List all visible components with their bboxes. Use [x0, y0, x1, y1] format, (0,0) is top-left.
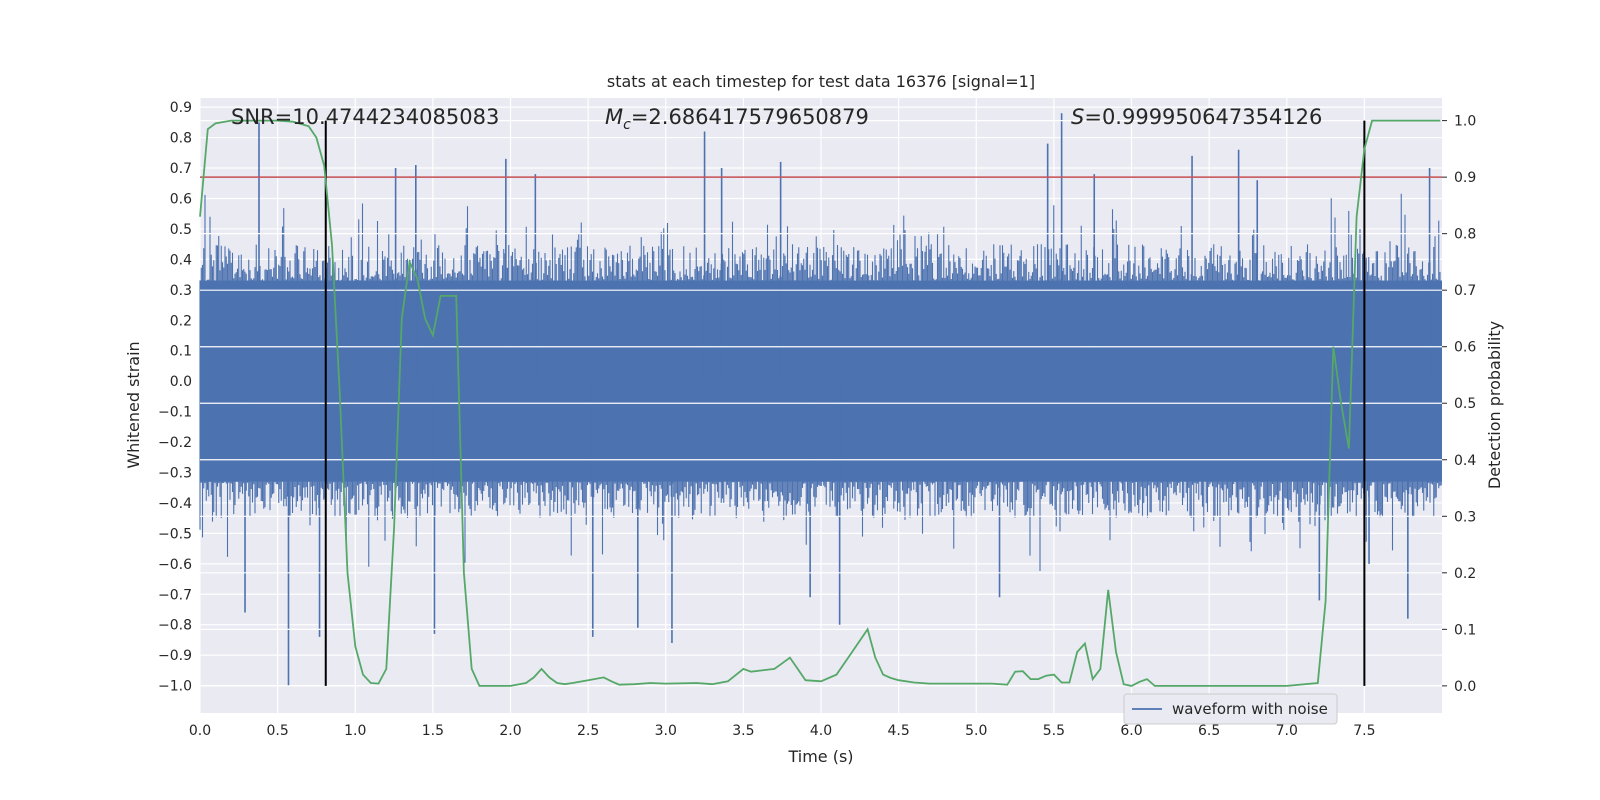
chirp-mass-annotation: Mc=2.686417579650879	[605, 105, 869, 133]
x-tick-label: 3.0	[655, 723, 677, 739]
waveform-noise	[199, 193, 1442, 571]
x-axis-ticks: 0.0 0.5 1.0 1.5 2.0 2.5 3.0 3.5 4.0 4.5 5.0 5.5 6.0 6…	[189, 723, 1376, 739]
probability-line	[199, 119, 1441, 687]
s-value: =0.999950647354126	[1084, 105, 1322, 129]
y-left-tick-label: 0.4	[170, 252, 192, 268]
x-tick-label: 6.0	[1120, 723, 1142, 739]
y-left-tick-label: 0.6	[170, 191, 192, 207]
y-left-tick-label: −0.3	[158, 465, 192, 481]
y-right-tick-label: 0.9	[1454, 170, 1476, 186]
s-symbol: S	[1071, 105, 1084, 129]
y-left-tick-label: 0.7	[170, 161, 192, 177]
x-tick-label: 3.5	[732, 723, 754, 739]
y-axis-left-ticks: 0.9 0.8 0.7 0.6 0.5 0.4 0.3 0.2 0.1 0.0 −0.1 −0.2 −0…	[158, 100, 192, 694]
x-tick-label: 0.5	[266, 723, 288, 739]
y-left-tick-label: −0.2	[158, 435, 192, 451]
legend-label: waveform with noise	[1172, 700, 1328, 718]
y-left-tick-label: −0.6	[158, 557, 192, 573]
y-left-tick-label: −0.4	[158, 496, 192, 512]
legend: waveform with noise	[1123, 693, 1338, 725]
chart-title: stats at each timestep for test data 163…	[607, 72, 1035, 91]
score-annotation: S=0.999950647354126	[1071, 105, 1322, 129]
y-left-tick-label: 0.2	[170, 313, 192, 329]
waveform-series	[199, 113, 1442, 686]
x-tick-label: 4.0	[810, 723, 832, 739]
y-right-tick-label: 0.3	[1454, 509, 1476, 525]
snr-annotation: SNR=10.4744234085083	[231, 105, 499, 129]
y-axis-right-ticks: 1.0 0.9 0.8 0.7 0.6 0.5 0.4 0.3 0.2 0.1 0.0	[1442, 114, 1476, 695]
y-left-tick-label: 0.1	[170, 344, 192, 360]
y-left-tick-label: 0.8	[170, 131, 192, 147]
y-left-tick-label: −0.5	[158, 526, 192, 542]
mc-value: =2.686417579650879	[631, 105, 869, 129]
y-right-tick-label: 0.2	[1454, 566, 1476, 582]
y-left-tick-label: −0.1	[158, 405, 192, 421]
y-left-tick-label: 0.5	[170, 222, 192, 238]
x-tick-label: 5.0	[965, 723, 987, 739]
y-right-tick-label: 0.6	[1454, 340, 1476, 356]
y-left-tick-label: −0.7	[158, 587, 192, 603]
y-right-tick-label: 0.8	[1454, 227, 1476, 243]
y-left-tick-label: −0.8	[158, 618, 192, 634]
y-left-tick-label: −0.9	[158, 648, 192, 664]
x-tick-label: 7.0	[1276, 723, 1298, 739]
x-tick-label: 0.0	[189, 723, 211, 739]
x-tick-label: 5.5	[1043, 723, 1065, 739]
y-right-tick-label: 0.4	[1454, 453, 1476, 469]
y-right-tick-label: 0.7	[1454, 283, 1476, 299]
x-tick-label: 6.5	[1198, 723, 1220, 739]
y-left-tick-label: 0.0	[170, 374, 192, 390]
y-axis-right-label: Detection probability	[1485, 321, 1504, 489]
y-right-tick-label: 0.1	[1454, 622, 1476, 638]
y-right-tick-label: 0.5	[1454, 396, 1476, 412]
y-axis-left-label: Whitened strain	[124, 341, 143, 468]
mc-subscript: c	[623, 117, 631, 133]
y-right-tick-label: 0.0	[1454, 679, 1476, 695]
x-tick-label: 7.5	[1353, 723, 1375, 739]
y-left-tick-label: 0.9	[170, 100, 192, 116]
y-right-tick-label: 1.0	[1454, 114, 1476, 130]
y-left-tick-label: 0.3	[170, 283, 192, 299]
x-tick-label: 4.5	[887, 723, 909, 739]
marker-lines	[324, 120, 1366, 686]
mc-symbol: M	[605, 105, 623, 129]
x-tick-label: 2.5	[577, 723, 599, 739]
legend-box	[1123, 693, 1338, 725]
x-tick-label: 1.0	[344, 723, 366, 739]
x-axis-label: Time (s)	[787, 747, 853, 766]
x-tick-label: 1.5	[422, 723, 444, 739]
x-tick-label: 2.0	[499, 723, 521, 739]
y-left-tick-label: −1.0	[158, 679, 192, 695]
